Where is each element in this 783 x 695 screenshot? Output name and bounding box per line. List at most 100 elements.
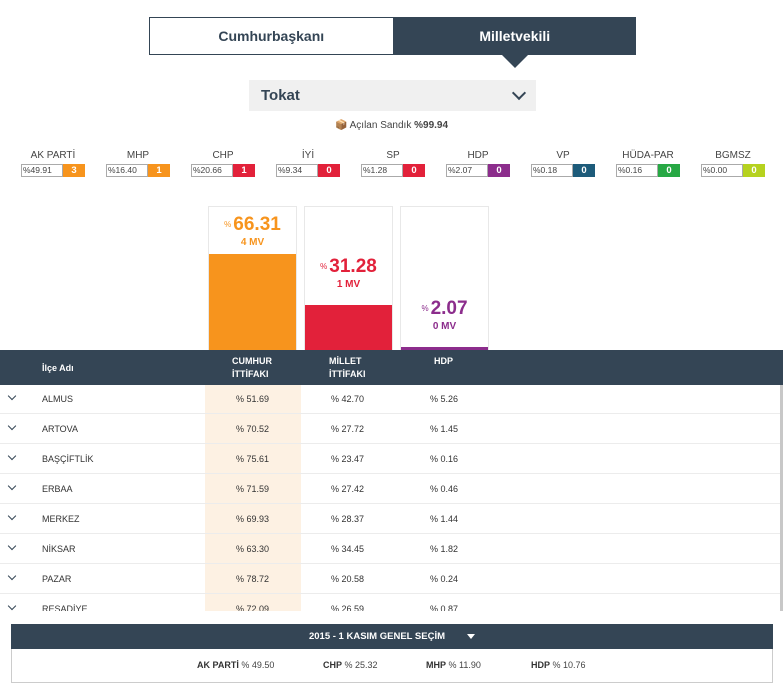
table-row[interactable]: ERBAA % 71.59 % 27.42 % 0.46 xyxy=(0,474,783,504)
chevron-down-icon[interactable] xyxy=(7,571,17,581)
alliance-mv: 4 MV xyxy=(240,237,265,249)
cumhur-value: % 63.30 xyxy=(236,544,270,554)
party-percent: %9.34 xyxy=(276,164,318,177)
cumhur-value: % 71.59 xyxy=(236,484,270,494)
table-row[interactable]: REŞADİYE % 72.09 % 26.59 % 0.87 xyxy=(0,594,783,611)
party-percent: %0.18 xyxy=(531,164,573,177)
alliance-bar: % 31.28 1 MV xyxy=(304,206,393,351)
chevron-down-icon[interactable] xyxy=(7,511,17,521)
millet-value: % 28.37 xyxy=(331,514,365,524)
alliance-percent: 31.28 xyxy=(329,256,377,278)
party-item: SP %1.28 0 xyxy=(361,150,425,177)
prev-result-mhp: MHP % 11.90 xyxy=(426,660,481,670)
party-seats: 0 xyxy=(658,164,680,177)
district-table-body: ALMUS % 51.69 % 42.70 % 5.26 ARTOVA % 70.52 % … xyxy=(0,385,783,611)
cumhur-value: % 51.69 xyxy=(236,394,270,404)
alliance-percent: 66.31 xyxy=(233,214,281,236)
cumhur-column-highlight xyxy=(205,385,301,611)
table-row[interactable]: ARTOVA % 70.52 % 27.72 % 1.45 xyxy=(0,414,783,444)
millet-value: % 26.59 xyxy=(331,604,365,611)
table-row[interactable]: MERKEZ % 69.93 % 28.37 % 1.44 xyxy=(0,504,783,534)
table-row[interactable]: PAZAR % 78.72 % 20.58 % 0.24 xyxy=(0,564,783,594)
hdp-value: % 1.44 xyxy=(430,514,459,524)
party-item: VP %0.18 0 xyxy=(531,150,595,177)
hdp-value: % 0.46 xyxy=(430,484,459,494)
chevron-down-icon[interactable] xyxy=(7,421,17,431)
table-row[interactable]: ALMUS % 51.69 % 42.70 % 5.26 xyxy=(0,385,783,414)
party-percent: %49.91 xyxy=(21,164,63,177)
chevron-down-icon[interactable] xyxy=(7,481,17,491)
chevron-down-icon[interactable] xyxy=(7,391,17,401)
hdp-value: % 1.82 xyxy=(430,544,459,554)
party-name: İYİ xyxy=(301,150,315,161)
hdp-value: % 5.26 xyxy=(430,394,459,404)
opened-ballot-value: %99.94 xyxy=(414,120,449,131)
previous-election-label: 2015 - 1 KASIM GENEL SEÇİM xyxy=(308,631,446,642)
party-item: CHP %20.66 1 xyxy=(191,150,255,177)
party-seats: 0 xyxy=(318,164,340,177)
party-percent: %20.66 xyxy=(191,164,233,177)
header-hdp: HDP xyxy=(434,356,454,366)
party-name: BGMSZ xyxy=(715,150,751,161)
party-seats: 1 xyxy=(233,164,255,177)
prev-result-hdp: HDP % 10.76 xyxy=(531,660,586,670)
party-name: VP xyxy=(556,150,570,161)
table-row[interactable]: BAŞÇİFTLİK % 75.61 % 23.47 % 0.16 xyxy=(0,444,783,474)
chevron-down-icon[interactable] xyxy=(7,451,17,461)
party-percent: %16.40 xyxy=(106,164,148,177)
alliance-percent: 2.07 xyxy=(430,298,468,320)
tab-cumhurbaskani[interactable]: Cumhurbaşkanı xyxy=(149,17,394,55)
hdp-value: % 0.16 xyxy=(430,454,459,464)
millet-value: % 27.72 xyxy=(331,424,365,434)
party-name: MHP xyxy=(126,150,150,161)
district-name: PAZAR xyxy=(42,574,72,584)
party-item: İYİ %9.34 0 xyxy=(276,150,340,177)
party-name: HDP xyxy=(467,150,489,161)
alliance-label: % 31.28 1 MV xyxy=(305,256,392,291)
district-table-header: İlçe Adı CUMHUR İTTİFAKI MİLLET İTTİFAKI H… xyxy=(0,350,783,385)
cumhur-value: % 78.72 xyxy=(236,574,270,584)
previous-election-results: AK PARTİ % 49.50 CHP % 25.32 MHP % 11.90… xyxy=(11,649,773,683)
party-seats: 3 xyxy=(63,164,85,177)
party-name: CHP xyxy=(212,150,234,161)
party-name: AK PARTİ xyxy=(30,150,76,161)
district-name: REŞADİYE xyxy=(42,604,88,611)
party-seats: 0 xyxy=(403,164,425,177)
district-name: ALMUS xyxy=(42,394,74,404)
millet-value: % 20.58 xyxy=(331,574,365,584)
tab-milletvekili[interactable]: Milletvekili xyxy=(393,17,636,68)
alliance-label: % 66.31 4 MV xyxy=(209,214,296,249)
header-cumhur: CUMHUR İTTİFAKI xyxy=(232,356,272,379)
party-percent: %0.16 xyxy=(616,164,658,177)
party-seats: 0 xyxy=(743,164,765,177)
cumhur-value: % 72.09 xyxy=(236,604,270,611)
party-seats: 0 xyxy=(573,164,595,177)
district-name: ARTOVA xyxy=(42,424,79,434)
district-name: BAŞÇİFTLİK xyxy=(42,454,94,464)
table-scrollbar[interactable] xyxy=(780,385,783,611)
millet-value: % 42.70 xyxy=(331,394,365,404)
province-name: Tokat xyxy=(261,87,300,104)
previous-election-select[interactable]: 2015 - 1 KASIM GENEL SEÇİM xyxy=(11,624,773,649)
header-district: İlçe Adı xyxy=(42,363,74,373)
party-item: AK PARTİ %49.91 3 xyxy=(21,150,85,177)
alliance-mv: 1 MV xyxy=(336,279,361,291)
opened-ballot-info: 📦 Açılan Sandık %99.94 xyxy=(0,120,783,131)
province-select[interactable]: Tokat xyxy=(249,80,536,111)
ballot-box-icon: 📦 xyxy=(334,120,348,131)
cumhur-value: % 69.93 xyxy=(236,514,270,524)
chevron-down-icon[interactable] xyxy=(7,601,17,611)
chevron-down-icon[interactable] xyxy=(7,541,17,551)
millet-value: % 34.45 xyxy=(331,544,365,554)
table-row[interactable]: NİKSAR % 63.30 % 34.45 % 1.82 xyxy=(0,534,783,564)
party-seats: 1 xyxy=(148,164,170,177)
party-item: MHP %16.40 1 xyxy=(106,150,170,177)
header-millet: MİLLET İTTİFAKI xyxy=(329,356,366,379)
hdp-value: % 1.45 xyxy=(430,424,459,434)
party-percent: %2.07 xyxy=(446,164,488,177)
party-name: SP xyxy=(386,150,400,161)
party-seats: 0 xyxy=(488,164,510,177)
district-name: MERKEZ xyxy=(42,514,80,524)
millet-value: % 27.42 xyxy=(331,484,365,494)
party-item: BGMSZ %0.00 0 xyxy=(701,150,765,177)
